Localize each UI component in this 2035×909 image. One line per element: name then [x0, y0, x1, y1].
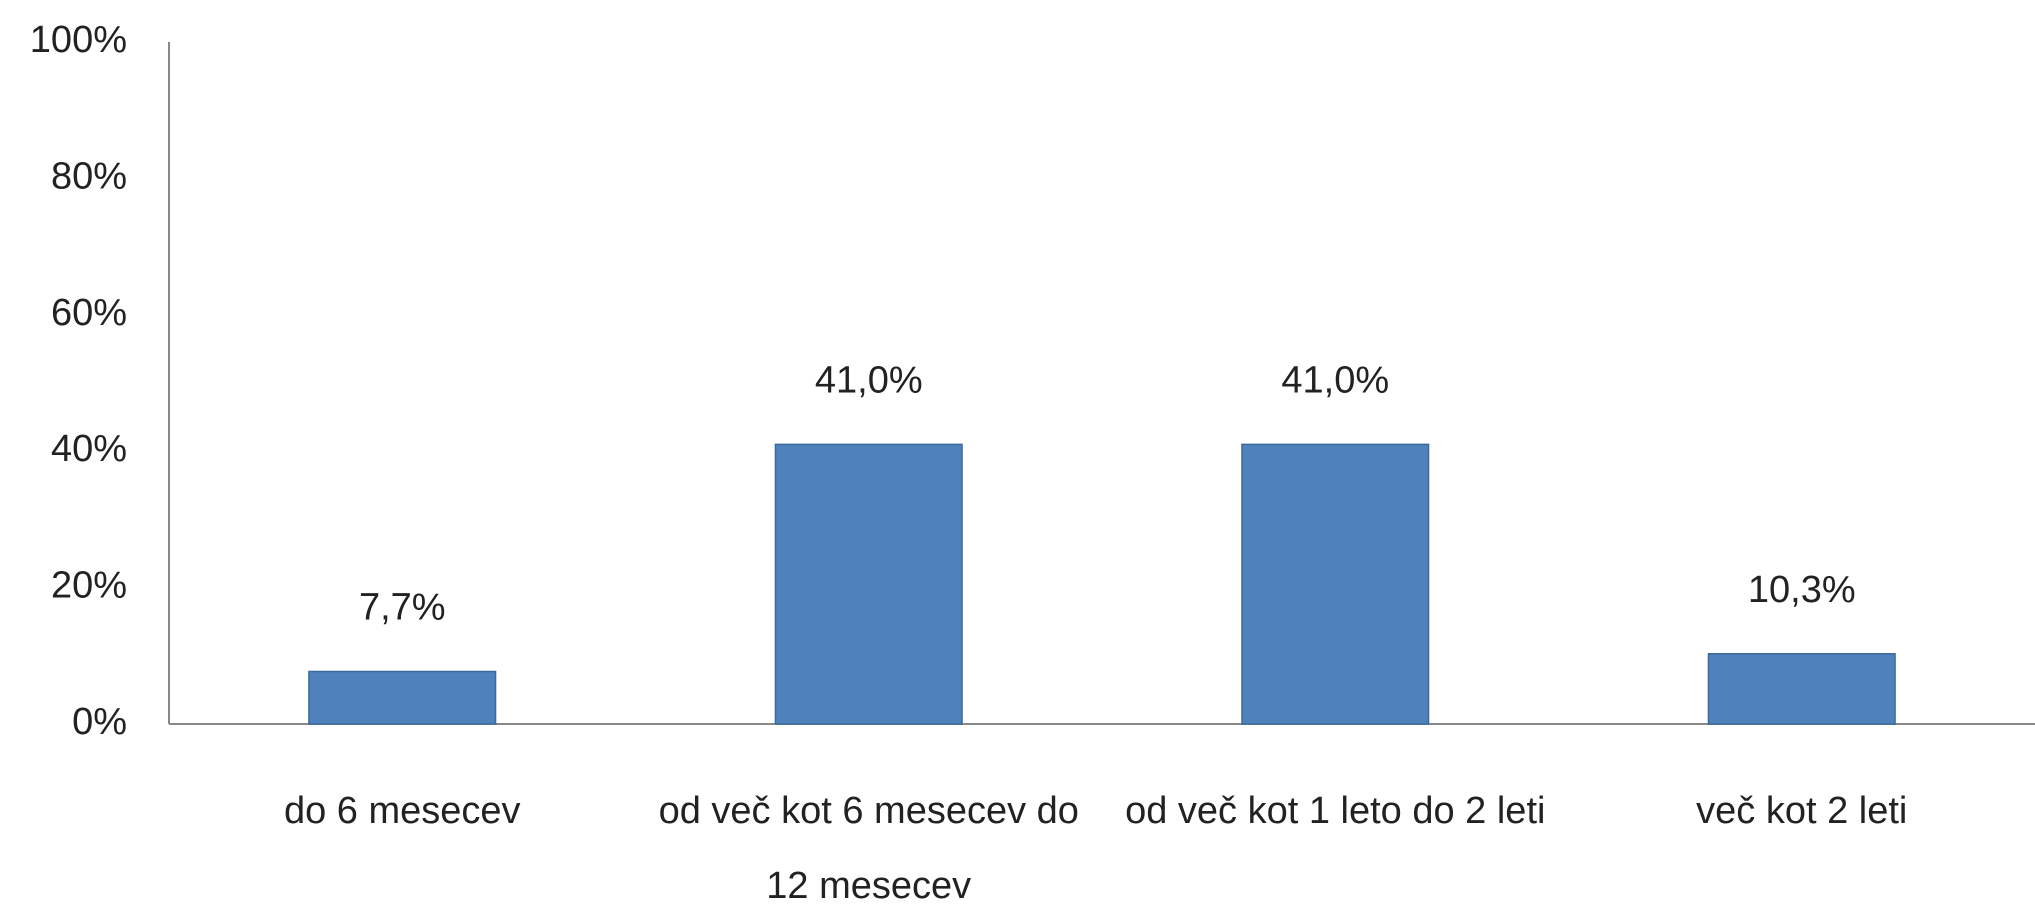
data-label: 10,3% [1748, 569, 1856, 611]
y-tick-label: 60% [51, 292, 127, 334]
y-tick-label: 20% [51, 565, 127, 607]
x-tick-label: več kot 2 leti [1696, 790, 1908, 832]
x-tick-label: do 6 mesecev [283, 790, 521, 832]
bar [774, 443, 963, 725]
x-tick-label: od več kot 6 mesecev do 12 mesecev [658, 790, 1079, 907]
bar [1707, 653, 1896, 725]
bar [1241, 443, 1430, 725]
x-tick-label: od več kot 1 leto do 2 leti [1125, 790, 1546, 832]
y-tick-label: 80% [51, 155, 127, 197]
bar [308, 670, 497, 725]
y-tick-label: 40% [51, 428, 127, 470]
data-label: 7,7% [359, 587, 446, 629]
y-tick-label: 100% [30, 19, 127, 61]
y-tick-label: 0% [72, 701, 127, 743]
data-label: 41,0% [1281, 359, 1389, 401]
data-label: 41,0% [815, 359, 923, 401]
